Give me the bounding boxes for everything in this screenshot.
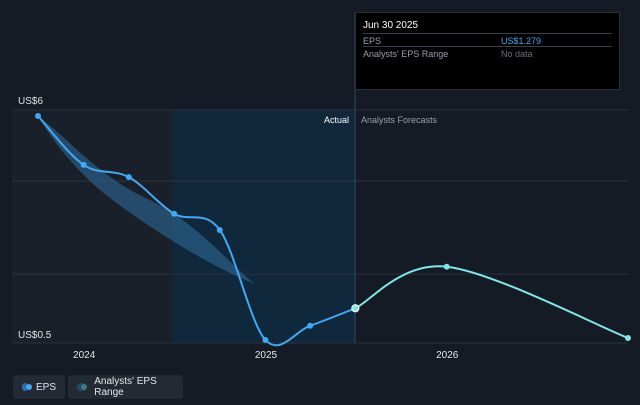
tooltip-range-value: No data [501,49,533,59]
x-tick-2026: 2026 [436,350,459,361]
eps-point-4[interactable] [216,227,223,234]
range-legend-icon [77,383,88,391]
eps-point-5[interactable] [262,337,269,343]
tooltip-row-range: Analysts' EPS Range No data [363,46,612,60]
past-shade [12,110,173,343]
eps-point-3[interactable] [171,210,178,217]
tooltip-eps-label: EPS [363,36,382,46]
forecast-point-0[interactable] [351,304,360,313]
analysts-eps-range-band [38,116,255,284]
eps-point-1[interactable] [80,161,87,168]
legend-eps-label: EPS [35,381,56,393]
x-tick-2024: 2024 [73,350,96,361]
tooltip-row-eps: EPS US$1.279 [363,33,612,47]
tooltip-range-label: Analysts' EPS Range [363,49,449,59]
forecast-line [354,265,629,339]
y-bottom-label: US$0.5 [18,330,52,341]
actual-shade [173,110,355,343]
eps-line [37,115,356,347]
tooltip-eps-value: US$1.279 [501,36,542,46]
forecast-point-1[interactable] [443,263,450,270]
data-points [35,113,631,343]
eps-point-2[interactable] [125,174,132,181]
tooltip-date: Jun 30 2025 [363,20,419,31]
forecast-point-2[interactable] [625,334,631,341]
x-axis: 2024 2025 2026 [73,350,459,361]
legend-eps-button[interactable]: EPS [13,375,65,399]
legend-range-button[interactable]: Analysts' EPS Range [68,375,183,399]
tooltip: Jun 30 2025 EPS US$1.279 Analysts' EPS R… [355,12,620,90]
eps-legend-icon [22,383,32,391]
y-top-label: US$6 [18,96,43,107]
actual-label: Actual [324,115,349,125]
eps-point-0[interactable] [35,113,41,119]
x-tick-2025: 2025 [255,350,278,361]
forecast-label: Analysts Forecasts [361,115,438,125]
eps-point-6[interactable] [307,322,314,329]
legend-range-label: Analysts' EPS Range [94,376,157,398]
